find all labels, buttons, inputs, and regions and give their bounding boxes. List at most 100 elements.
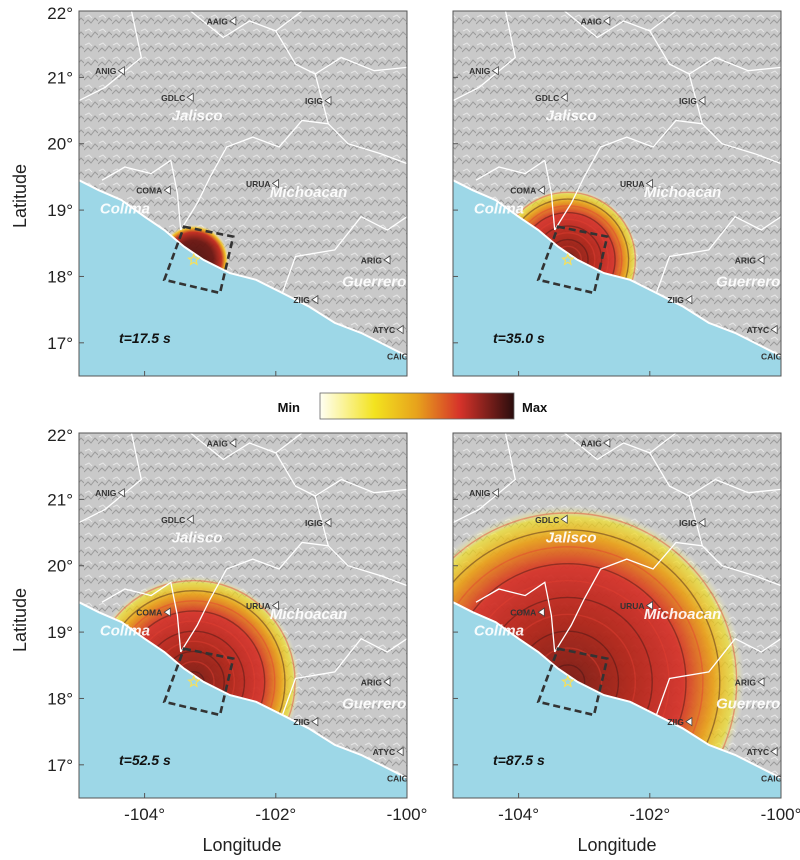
- region-label: Jalisco: [546, 108, 597, 125]
- station-label: ARIG: [361, 677, 383, 687]
- station-label: GDLC: [535, 515, 559, 525]
- state-border: [190, 11, 303, 39]
- state-border: [281, 215, 407, 294]
- state-border: [275, 30, 407, 75]
- station-label: CAIG: [761, 774, 783, 784]
- station-label: URUA: [620, 601, 645, 611]
- colorbar-min-label: Min: [278, 400, 300, 415]
- station-marker-icon: [117, 65, 125, 76]
- state-border: [564, 11, 677, 39]
- station-label: ZIIG: [667, 295, 684, 305]
- station-marker-icon: [117, 487, 125, 498]
- lat-tick-label: 19°: [47, 623, 73, 642]
- state-border: [314, 73, 407, 165]
- station-marker-icon: [770, 324, 778, 335]
- region-label: Guerrero: [716, 273, 780, 290]
- station-label: AAIG: [207, 438, 229, 448]
- state-border: [655, 637, 781, 716]
- lon-tick-label: -104°: [498, 805, 539, 824]
- station-marker-icon: [396, 324, 404, 335]
- station-marker-icon: [685, 294, 693, 305]
- time-label: t=52.5 s: [119, 752, 171, 768]
- coastline: [79, 179, 407, 357]
- station-label: ZIIG: [293, 295, 310, 305]
- region-label: Michoacan: [270, 606, 348, 623]
- station-label: ZIIG: [667, 717, 684, 727]
- station-marker-icon: [757, 677, 765, 687]
- region-label: Jalisco: [172, 108, 223, 125]
- map-panel: AAIG ANIG GDLC IGIG COMA URUA ARIG ZIIG ATYC CAIG…: [78, 10, 416, 377]
- epicenter-star-icon: [561, 252, 575, 266]
- region-label: Jalisco: [546, 530, 597, 547]
- station-label: GDLC: [161, 515, 185, 525]
- station-marker-icon: [324, 517, 332, 528]
- station-label: ARIG: [735, 677, 757, 687]
- station-marker-icon: [163, 607, 171, 617]
- station-marker-icon: [645, 178, 653, 189]
- station-label: URUA: [620, 179, 645, 189]
- map-panel: AAIG ANIG GDLC IGIG COMA URUA ARIG ZIIG ATYC CAIG…: [452, 10, 790, 377]
- station-label: ARIG: [361, 255, 383, 265]
- station-marker-icon: [784, 774, 790, 782]
- station-marker-icon: [410, 352, 416, 360]
- station-label: IGIG: [305, 518, 323, 528]
- region-label: Michoacan: [644, 184, 722, 201]
- region-label: Colima: [474, 622, 524, 639]
- region-label: Colima: [100, 200, 150, 217]
- lat-tick-label: 17°: [47, 756, 73, 775]
- source-fault-box: [536, 225, 609, 295]
- station-marker-icon: [229, 438, 237, 448]
- state-border: [688, 495, 781, 587]
- station-label: ANIG: [95, 488, 117, 498]
- panel-frame: [78, 432, 408, 799]
- epicenter-star-icon: [187, 252, 201, 266]
- station-label: AAIG: [581, 438, 603, 448]
- lat-tick-label: 20°: [47, 135, 73, 154]
- region-label: Colima: [100, 622, 150, 639]
- station-label: ANIG: [95, 66, 117, 76]
- station-marker-icon: [698, 95, 706, 106]
- lon-tick-label: -104°: [124, 805, 165, 824]
- station-marker-icon: [491, 487, 499, 498]
- station-label: CAIG: [387, 774, 409, 784]
- station-marker-icon: [560, 92, 568, 103]
- region-label: Colima: [474, 200, 524, 217]
- station-label: COMA: [136, 186, 162, 196]
- station-label: ARIG: [735, 255, 757, 265]
- state-border: [554, 541, 703, 653]
- colorbar-gradient: [319, 392, 515, 420]
- region-label: Guerrero: [716, 695, 780, 712]
- colorbar-max-label: Max: [522, 400, 548, 415]
- lon-tick-label: -100°: [761, 805, 800, 824]
- station-marker-icon: [784, 352, 790, 360]
- state-border: [564, 433, 677, 461]
- station-label: COMA: [136, 608, 162, 618]
- state-border: [655, 215, 781, 294]
- lat-tick-label: 18°: [47, 689, 73, 708]
- lat-tick-label: 22°: [47, 4, 73, 23]
- state-border: [275, 452, 407, 497]
- station-label: ATYC: [747, 325, 770, 335]
- time-label: t=35.0 s: [493, 330, 545, 346]
- station-marker-icon: [383, 255, 391, 265]
- panel-frame: [452, 432, 782, 799]
- x-axis-label-left: Longitude: [202, 835, 281, 855]
- time-label: t=17.5 s: [119, 330, 171, 346]
- station-marker-icon: [603, 438, 611, 448]
- station-label: COMA: [510, 608, 536, 618]
- region-label: Guerrero: [342, 273, 406, 290]
- station-label: ZIIG: [293, 717, 310, 727]
- land-relief: [79, 11, 407, 357]
- station-label: IGIG: [305, 96, 323, 106]
- station-marker-icon: [491, 65, 499, 76]
- lat-tick-label: 21°: [47, 68, 73, 87]
- station-marker-icon: [537, 607, 545, 617]
- state-border: [688, 73, 781, 165]
- station-marker-icon: [560, 514, 568, 525]
- station-marker-icon: [271, 178, 279, 189]
- station-label: URUA: [246, 601, 271, 611]
- land-relief: [453, 11, 781, 357]
- region-label: Jalisco: [172, 530, 223, 547]
- lon-tick-label: -102°: [629, 805, 670, 824]
- axis-tick-labels: 22° 21° 20° 19° 18° 17° 22° 21° 20° 19° 18° 17° -104…: [47, 4, 800, 824]
